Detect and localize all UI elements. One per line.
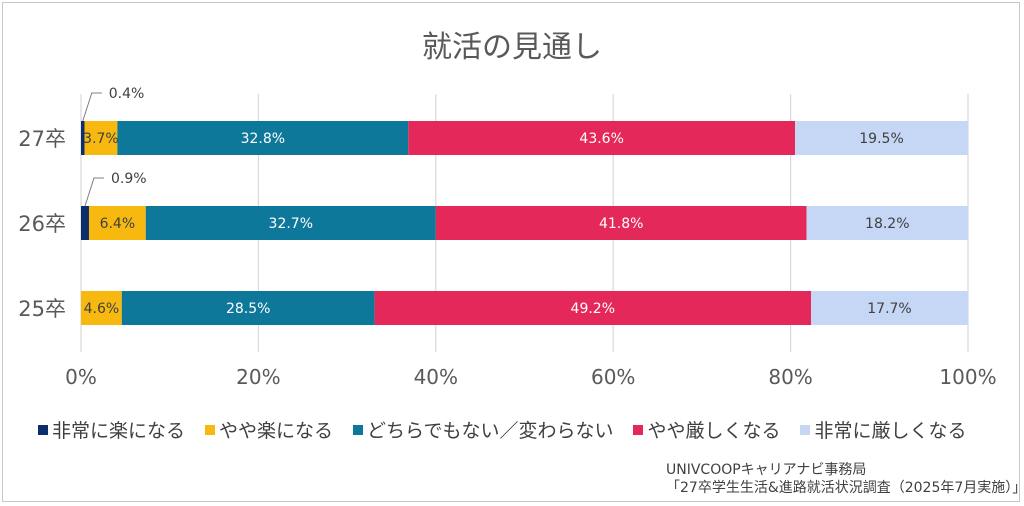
data-label: 4.6% bbox=[84, 301, 120, 317]
bar-segment bbox=[81, 206, 89, 240]
x-tick-label: 0% bbox=[65, 365, 97, 389]
legend-swatch bbox=[800, 424, 811, 435]
bar-segment bbox=[81, 121, 85, 155]
chart-legend: 非常に楽になる やや楽になる どちらでもない／変わらない やや厳しくなる 非常に厳しくな… bbox=[38, 416, 967, 443]
bar-segment bbox=[795, 121, 968, 155]
data-label: 3.7% bbox=[83, 131, 119, 147]
data-label: 32.7% bbox=[269, 216, 313, 232]
legend-swatch bbox=[353, 424, 364, 435]
legend-item: やや厳しくなる bbox=[633, 416, 780, 443]
bar-segment bbox=[145, 206, 436, 240]
data-label: 41.8% bbox=[599, 216, 643, 232]
x-tick-label: 20% bbox=[236, 365, 280, 389]
data-label: 6.4% bbox=[100, 216, 136, 232]
legend-label: 非常に厳しくなる bbox=[814, 420, 967, 442]
legend-swatch bbox=[38, 424, 48, 435]
bar-segment bbox=[81, 291, 122, 325]
bar-segment bbox=[88, 206, 146, 240]
legend-label: やや楽になる bbox=[219, 420, 334, 442]
x-tick-label: 100% bbox=[939, 365, 996, 389]
legend-swatch bbox=[205, 424, 216, 435]
source-note: UNIVCOOPキャリアナビ事務局 「27卒学生生活&進路就活状況調査（2025… bbox=[666, 461, 1024, 497]
data-label: 0.4% bbox=[109, 86, 145, 102]
data-label: 17.7% bbox=[867, 301, 911, 317]
legend-swatch bbox=[633, 424, 644, 435]
data-label: 49.2% bbox=[571, 301, 615, 317]
bar-segment bbox=[408, 121, 796, 155]
data-label: 18.2% bbox=[865, 216, 909, 232]
leader-line bbox=[82, 92, 102, 122]
data-label: 28.5% bbox=[226, 301, 270, 317]
x-tick-label: 60% bbox=[591, 365, 635, 389]
legend-label: どちらでもない／変わらない bbox=[367, 420, 614, 442]
bar-segment bbox=[435, 206, 807, 240]
category-label: 26卒 bbox=[18, 212, 66, 236]
bar-segment bbox=[84, 121, 118, 155]
x-tick-label: 80% bbox=[768, 365, 812, 389]
bar-segment bbox=[121, 291, 375, 325]
bar-segment bbox=[374, 291, 812, 325]
chart-title: 就活の見通し bbox=[422, 30, 602, 65]
legend-label: 非常に楽になる bbox=[52, 420, 186, 442]
bar-segment bbox=[806, 206, 968, 240]
legend-item: やや楽になる bbox=[205, 416, 333, 443]
source-line-2: 「27卒学生生活&進路就活状況調査（2025年7月実施）」 bbox=[666, 480, 1024, 496]
data-label: 19.5% bbox=[859, 131, 903, 147]
x-tick-label: 40% bbox=[414, 365, 458, 389]
data-label: 0.9% bbox=[111, 171, 147, 187]
leader-line bbox=[84, 177, 104, 207]
legend-item: 非常に厳しくなる bbox=[800, 416, 967, 443]
bar-segment bbox=[811, 291, 968, 325]
category-label: 25卒 bbox=[18, 297, 66, 321]
bar-segment bbox=[117, 121, 409, 155]
category-label: 27卒 bbox=[18, 127, 66, 151]
data-label: 32.8% bbox=[241, 131, 285, 147]
source-line-1: UNIVCOOPキャリアナビ事務局 bbox=[666, 462, 867, 478]
legend-item: 非常に楽になる bbox=[38, 416, 185, 443]
legend-item: どちらでもない／変わらない bbox=[353, 416, 613, 443]
legend-label: やや厳しくなる bbox=[647, 420, 781, 442]
data-label: 43.6% bbox=[579, 131, 623, 147]
